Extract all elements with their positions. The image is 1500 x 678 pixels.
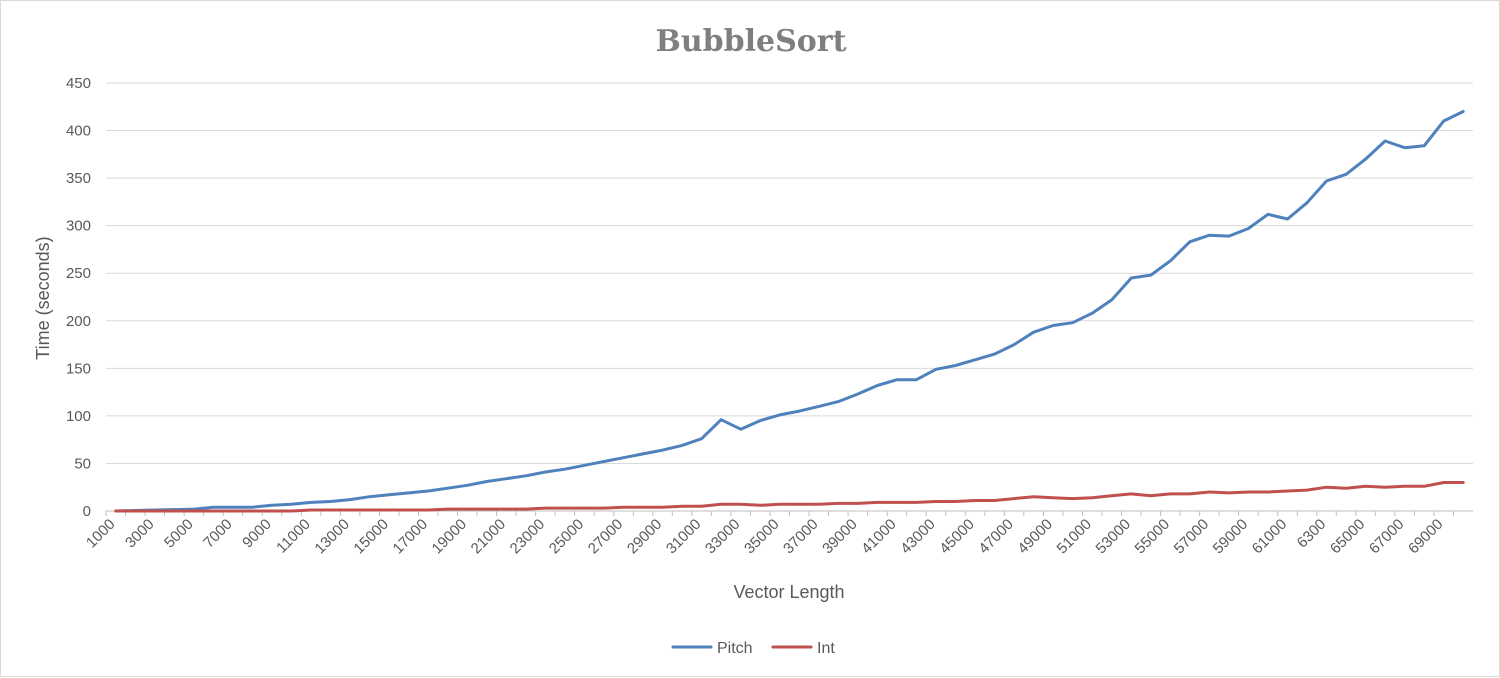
x-tick-label: 33000 [702,516,744,558]
x-tick-label: 35000 [741,516,783,558]
x-tick-label: 23000 [507,516,549,558]
gridlines [105,82,1473,516]
x-tick-label: 53000 [1093,516,1135,558]
x-tick-label: 7000 [200,516,236,552]
y-axis-title: Time (seconds) [33,236,53,359]
y-tick-label: 200 [66,313,91,330]
y-tick-label: 400 [66,123,91,140]
x-tick-label: 37000 [780,516,822,558]
legend-label-int: Int [817,640,835,657]
y-axis-ticks: 0 50 100 150 200 250 300 350 400 450 [66,75,91,520]
x-axis-ticks: 1000 3000 5000 7000 900011000130001500017000… [83,516,1447,558]
y-tick-label: 350 [66,170,91,187]
y-tick-label: 250 [66,265,91,282]
x-tick-label: 55000 [1132,516,1174,558]
y-tick-label: 50 [74,455,91,472]
series-lines [114,110,1465,513]
x-axis-title: Vector Length [733,582,844,602]
x-tick-label: 17000 [390,516,432,558]
x-tick-label: 67000 [1366,516,1408,558]
x-tick-label: 15000 [350,516,392,558]
x-tick-label: 3000 [122,516,158,552]
x-tick-label: 25000 [546,516,588,558]
x-tick-label: 9000 [239,516,275,552]
y-tick-label: 0 [83,503,91,520]
x-tick-label: 43000 [897,516,939,558]
legend: Pitch Int [671,640,835,657]
x-tick-label: 19000 [429,516,471,558]
x-tick-label: 21000 [468,516,510,558]
x-tick-label: 45000 [936,516,978,558]
x-tick-label: 31000 [663,516,705,558]
x-tick-label: 57000 [1171,516,1213,558]
series-line-pitch [114,110,1465,513]
x-tick-label: 5000 [161,516,197,552]
y-tick-label: 450 [66,75,91,92]
x-tick-label: 1000 [83,516,119,552]
x-tick-label: 29000 [624,516,666,558]
x-tick-label: 13000 [311,516,353,558]
y-tick-label: 150 [66,360,91,377]
x-tick-label: 6300 [1294,516,1330,552]
x-tick-label: 11000 [273,516,314,557]
y-tick-label: 300 [66,218,91,235]
x-tick-label: 69000 [1405,516,1447,558]
x-tick-label: 27000 [585,516,627,558]
x-tick-label: 65000 [1327,516,1369,558]
x-tick-label: 51000 [1054,516,1096,558]
legend-label-pitch: Pitch [717,640,753,657]
x-tick-label: 49000 [1014,516,1056,558]
series-line-int [114,481,1465,513]
chart-title: BubbleSort [656,24,847,59]
x-tick-label: 39000 [819,516,861,558]
x-tick-label: 59000 [1210,516,1252,558]
x-tick-label: 41000 [858,516,900,558]
x-tick-label: 61000 [1249,516,1291,558]
y-tick-label: 100 [66,408,91,425]
x-tick-label: 47000 [975,516,1017,558]
